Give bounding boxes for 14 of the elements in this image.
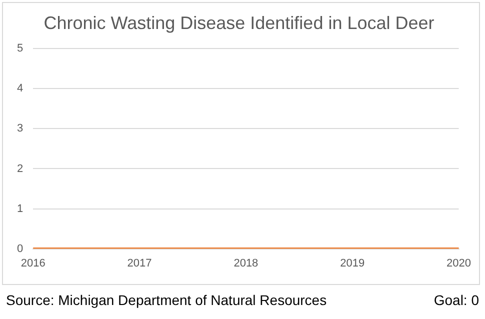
chart-title: Chronic Wasting Disease Identified in Local Deer — [44, 12, 434, 33]
x-tick-label: 2018 — [234, 257, 258, 270]
y-tick-label: 3 — [16, 122, 24, 135]
source-note: Source: Michigan Department of Natural Resources — [6, 292, 327, 308]
x-tick-label: 2020 — [446, 257, 472, 270]
x-tick-label: 2016 — [20, 257, 46, 270]
x-tick-label: 2017 — [127, 257, 152, 270]
y-tick-label: 1 — [16, 202, 24, 215]
text: Goal: 0 — [434, 292, 479, 308]
y-tick-label: 2 — [16, 162, 24, 175]
x-tick-label: 2019 — [340, 257, 365, 270]
y-tick-label: 4 — [16, 82, 24, 95]
y-tick-label: 5 — [16, 42, 24, 55]
y-tick-label: 0 — [16, 242, 24, 255]
